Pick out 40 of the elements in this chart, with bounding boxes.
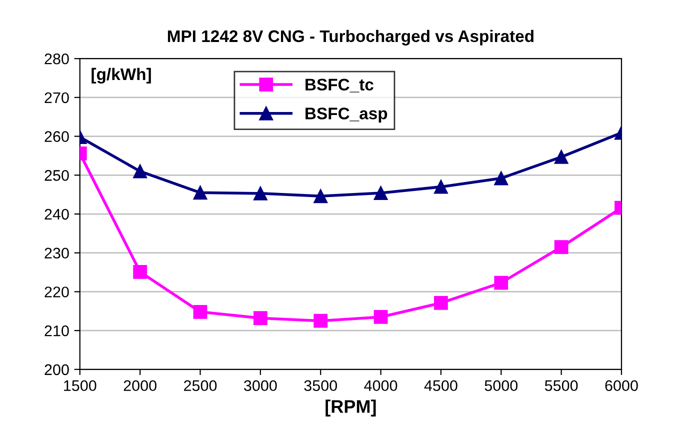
point	[494, 171, 508, 186]
point	[253, 311, 268, 326]
y-tick-label: 280	[44, 53, 69, 64]
point	[554, 150, 568, 164]
y-tick-label: 230	[44, 248, 69, 259]
point	[253, 186, 268, 200]
point	[193, 304, 208, 319]
x-tick-label: 3000	[244, 380, 277, 392]
point	[193, 186, 208, 200]
chart-title: MPI 1242 8V CNG - Turbocharged vs Aspirated	[168, 30, 534, 46]
x-tick-label: 2000	[124, 380, 156, 392]
x-axis-title: [RPM]	[326, 400, 376, 416]
point	[434, 180, 448, 194]
x-tick-label: 1500	[64, 380, 96, 392]
x-tick-label: 5000	[484, 380, 518, 392]
y-tick-label: 250	[44, 170, 69, 181]
y-tick-label: 210	[44, 325, 69, 336]
x-tick-label: 4500	[424, 380, 458, 392]
point	[374, 310, 388, 324]
point	[374, 186, 388, 200]
legend-label: BSFC_asp	[306, 108, 388, 123]
y-tick-label: 240	[44, 208, 69, 220]
point	[434, 296, 448, 310]
y-tick-label: 260	[44, 131, 69, 142]
point	[314, 189, 328, 204]
point	[554, 240, 568, 254]
y-tick-label: 220	[44, 286, 69, 298]
x-tick-label: 2500	[184, 380, 217, 392]
legend-label: BSFC_tc	[306, 78, 374, 92]
x-tick-label: 3500	[304, 380, 337, 392]
y-axis-title: [g/kWh]	[92, 68, 151, 84]
y-tick-label: 270	[44, 92, 69, 104]
point	[314, 314, 328, 328]
x-tick-label: 6000	[605, 380, 638, 392]
point	[133, 264, 148, 279]
point	[494, 276, 508, 290]
y-tick-label: 200	[44, 364, 69, 376]
x-tick-label: 5500	[544, 380, 578, 392]
x-tick-label: 4000	[364, 380, 398, 392]
point	[133, 164, 148, 178]
